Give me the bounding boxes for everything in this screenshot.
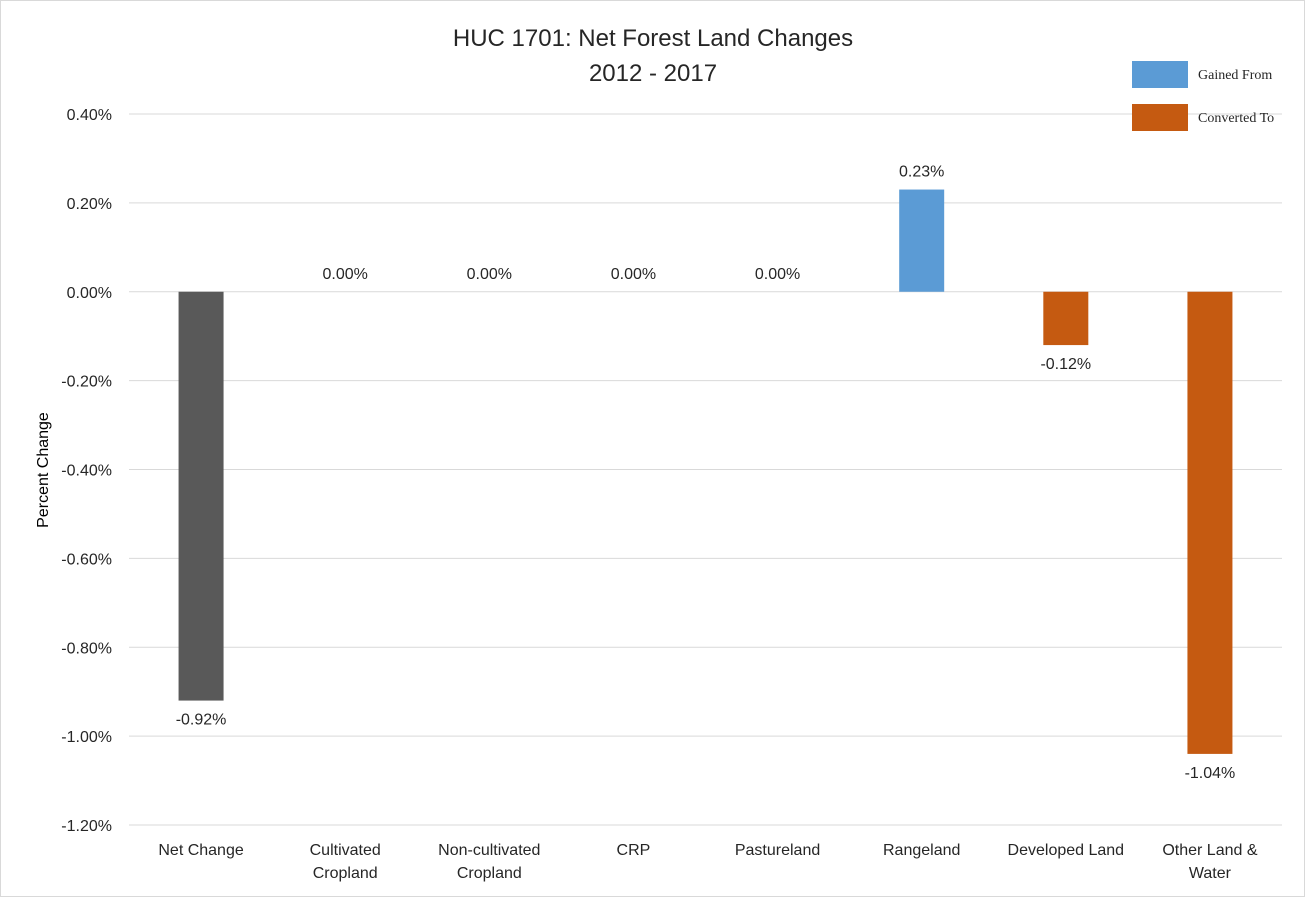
gridlines: [129, 113, 1282, 826]
category-label: Other Land & Water: [1162, 842, 1258, 882]
bar: [899, 189, 945, 292]
y-tick-label: -1.20%: [61, 818, 112, 835]
category-label: Pastureland: [735, 842, 820, 859]
category-label: Non-cultivated Cropland: [438, 842, 540, 882]
y-tick-label: -0.20%: [61, 374, 112, 391]
legend-swatch: [1132, 104, 1188, 131]
category-labels: Net Change Cultivated Cropland Non-cultivat…: [158, 842, 1257, 882]
legend-label: Converted To: [1198, 111, 1274, 126]
data-label: 0.00%: [467, 266, 512, 283]
bars: [178, 189, 1233, 754]
data-labels: -0.92% 0.00% 0.00% 0.00% 0.00% 0.23% -0.12% -1.…: [176, 164, 1236, 782]
legend-swatch: [1132, 61, 1188, 88]
y-tick-label: -0.60%: [61, 551, 112, 568]
data-label: 0.00%: [323, 266, 368, 283]
chart-title-line-1: HUC 1701: Net Forest Land Changes: [453, 25, 853, 52]
category-label: Developed Land: [1008, 842, 1125, 859]
category-label: CRP: [617, 842, 651, 859]
chart-title-line-2: 2012 - 2017: [589, 60, 717, 87]
y-tick-label: -1.00%: [61, 729, 112, 746]
data-label: 0.00%: [755, 266, 800, 283]
category-label: Cultivated Cropland: [310, 842, 381, 882]
y-axis-ticks: 0.40% 0.20% 0.00% -0.20% -0.40% -0.60% -0.80% -…: [61, 107, 112, 835]
bar: [178, 291, 224, 701]
legend-label: Gained From: [1198, 68, 1272, 83]
data-label: -0.12%: [1040, 356, 1091, 373]
data-label: -0.92%: [176, 712, 227, 729]
bar: [1187, 291, 1233, 754]
category-label: Rangeland: [883, 842, 960, 859]
y-tick-label: 0.00%: [67, 285, 112, 302]
bar: [1043, 291, 1089, 346]
data-label: -1.04%: [1185, 765, 1236, 782]
legend: Gained From Converted To: [1132, 61, 1274, 131]
category-label: Net Change: [158, 842, 243, 859]
y-axis-label: Percent Change: [35, 412, 52, 528]
y-tick-label: 0.20%: [67, 196, 112, 213]
y-tick-label: -0.80%: [61, 640, 112, 657]
y-tick-label: 0.40%: [67, 107, 112, 124]
data-label: 0.23%: [899, 164, 944, 181]
data-label: 0.00%: [611, 266, 656, 283]
y-tick-label: -0.40%: [61, 463, 112, 480]
